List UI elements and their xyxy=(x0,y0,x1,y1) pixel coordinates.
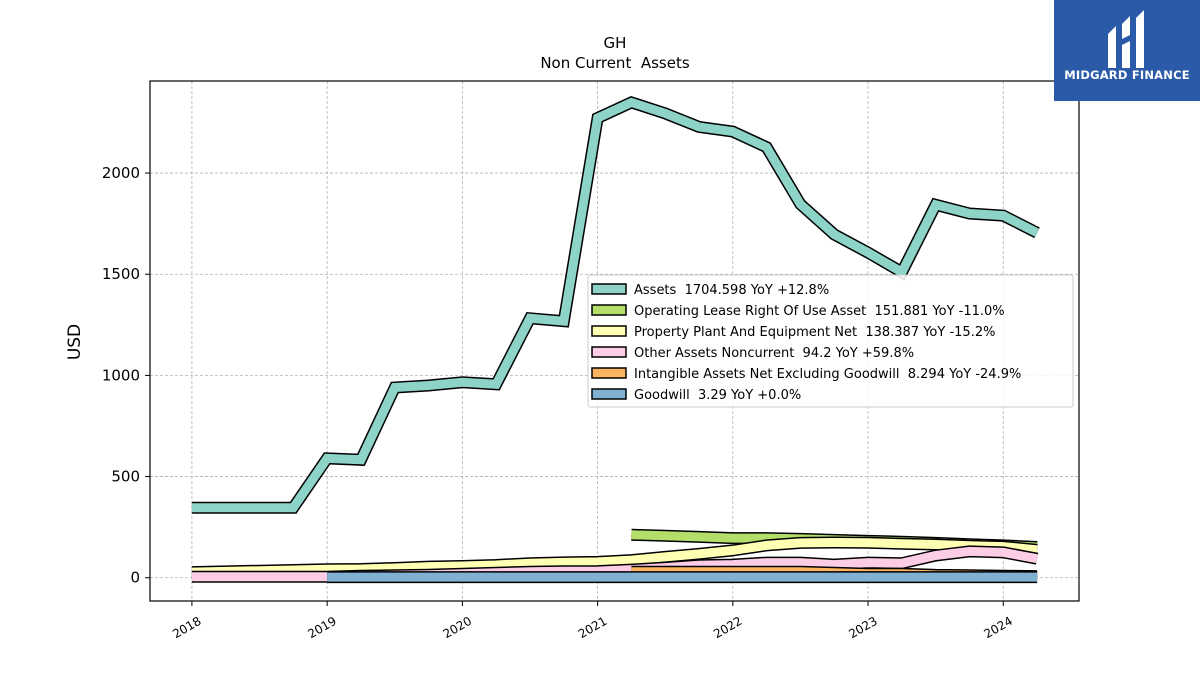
legend-swatch xyxy=(591,283,627,295)
series-line xyxy=(191,97,1040,513)
x-tick-label: 2023 xyxy=(846,614,879,641)
legend-swatch xyxy=(591,367,627,379)
x-tick-label: 2018 xyxy=(170,614,203,641)
legend-box xyxy=(587,274,1074,408)
series-layer xyxy=(191,95,1040,584)
legend-item: Intangible Assets Net Excluding Goodwill… xyxy=(591,367,1021,382)
legend-swatch xyxy=(591,325,627,337)
legend: Assets 1704.598 YoY +12.8% Operating Leas… xyxy=(587,274,1074,408)
y-tick-label: 1500 xyxy=(102,265,140,283)
legend-item: Other Assets Noncurrent 94.2 YoY +59.8% xyxy=(591,346,914,361)
legend-label: Property Plant And Equipment Net 138.387… xyxy=(634,325,995,340)
series-property-plant-and-equipment-net xyxy=(191,536,1038,579)
chart-subtitle: Non Current Assets xyxy=(540,54,690,72)
legend-item: Property Plant And Equipment Net 138.387… xyxy=(591,325,995,340)
y-tick-label: 2000 xyxy=(102,164,140,182)
series-assets xyxy=(191,95,1040,514)
legend-label: Intangible Assets Net Excluding Goodwill… xyxy=(634,367,1021,382)
legend-swatch xyxy=(591,346,627,358)
x-tick-label: 2021 xyxy=(576,614,609,641)
legend-item: Assets 1704.598 YoY +12.8% xyxy=(591,283,829,298)
y-axis-label: USD xyxy=(65,324,85,360)
legend-swatch xyxy=(591,304,627,316)
plot-frame xyxy=(149,80,1080,602)
midgard-logo-icon xyxy=(1108,10,1144,68)
x-tick-label: 2019 xyxy=(305,614,338,641)
legend-item: Operating Lease Right Of Use Asset 151.8… xyxy=(591,304,1005,319)
x-tick-label: 2020 xyxy=(441,614,474,641)
midgard-finance-logo: MIDGARD FINANCE xyxy=(1054,0,1200,101)
y-tick-label: 1000 xyxy=(102,366,140,384)
legend-label: Operating Lease Right Of Use Asset 151.8… xyxy=(634,304,1005,319)
x-tick-label: 2022 xyxy=(711,614,744,641)
y-tick-label: 500 xyxy=(111,468,140,486)
logo-text: MIDGARD FINANCE xyxy=(1064,68,1190,82)
y-tick-label: 0 xyxy=(130,569,140,587)
x-tick-label: 2024 xyxy=(982,614,1015,641)
legend-item: Goodwill 3.29 YoY +0.0% xyxy=(591,388,801,403)
legend-label: Goodwill 3.29 YoY +0.0% xyxy=(634,388,801,403)
chart-title: GH xyxy=(604,34,627,52)
legend-label: Other Assets Noncurrent 94.2 YoY +59.8% xyxy=(634,346,914,361)
legend-label: Assets 1704.598 YoY +12.8% xyxy=(634,283,829,298)
legend-swatch xyxy=(591,388,627,400)
series-line xyxy=(191,537,1038,577)
